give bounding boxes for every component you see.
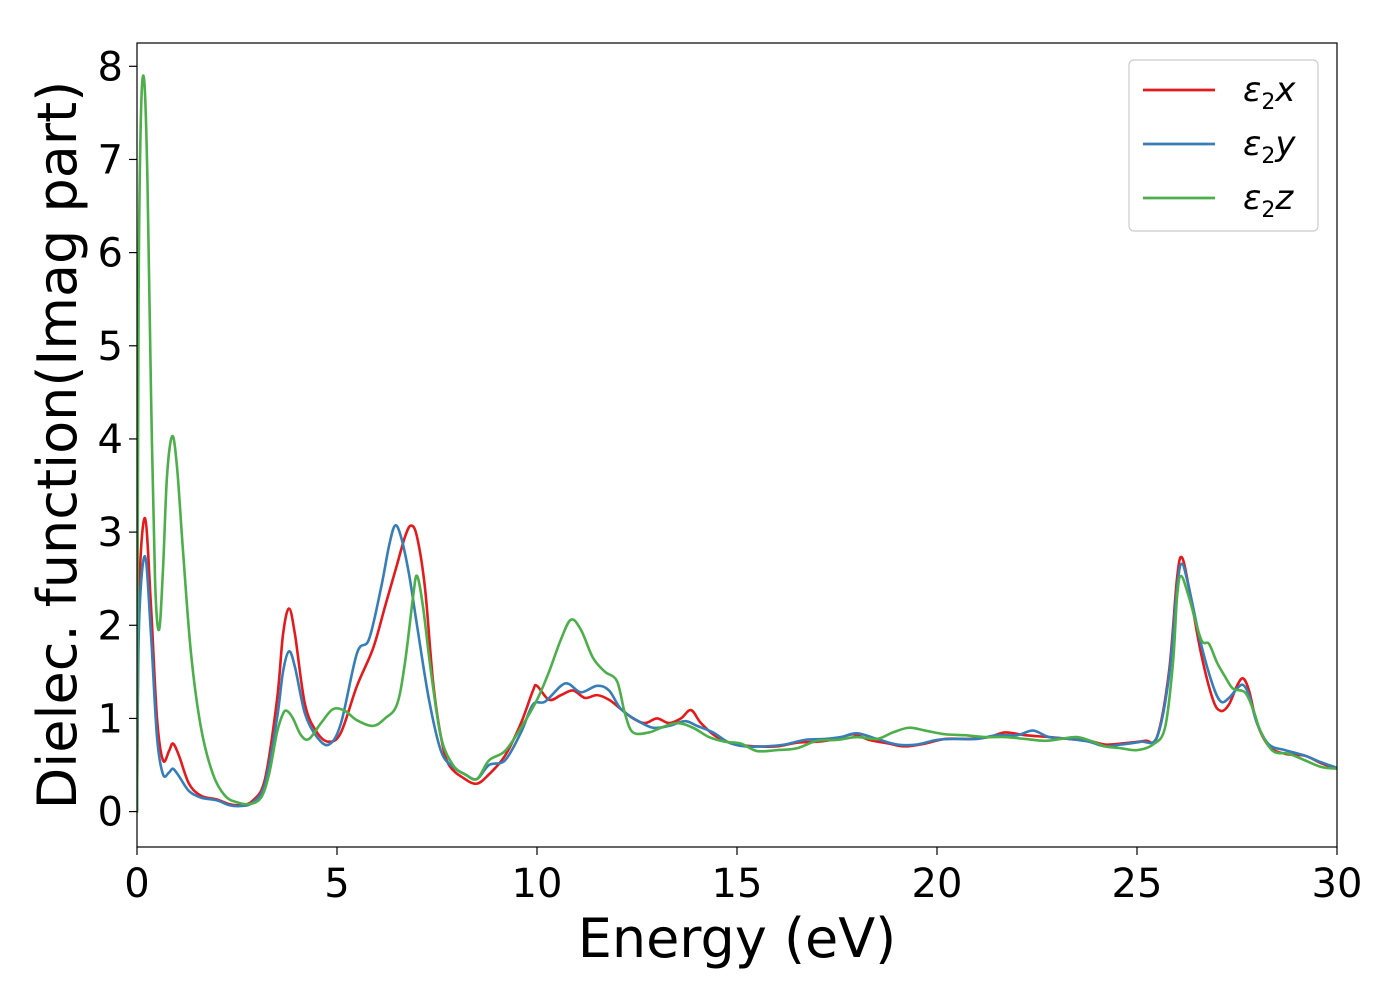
- x-tick-label: 5: [324, 861, 349, 907]
- y-tick-label: 0: [98, 790, 123, 836]
- x-tick-label: 30: [1312, 861, 1363, 907]
- y-tick-label: 5: [98, 324, 123, 370]
- x-tick-label: 20: [912, 861, 963, 907]
- y-tick-label: 6: [98, 231, 123, 277]
- x-tick-label: 0: [124, 861, 149, 907]
- x-tick-label: 25: [1112, 861, 1163, 907]
- series-layer: [137, 74, 1337, 813]
- series-line-3: [137, 74, 1337, 813]
- x-axis: 0 5 10 15 20 25 30: [124, 847, 1362, 907]
- legend-label-3: ε2z: [1243, 178, 1294, 223]
- x-tick-label: 10: [512, 861, 563, 907]
- x-axis-title: Energy (eV): [578, 907, 897, 970]
- x-tick-label: 15: [712, 861, 763, 907]
- series-line-2: [137, 523, 1337, 813]
- legend-label-2: ε2y: [1243, 124, 1296, 169]
- legend-label-1: ε2x: [1243, 70, 1296, 115]
- y-tick-label: 2: [98, 603, 123, 649]
- y-tick-label: 3: [98, 510, 123, 556]
- y-axis: 0 1 2 3 4 5 6 7 8: [98, 44, 137, 836]
- legend-box: [1128, 59, 1319, 232]
- y-tick-label: 8: [98, 44, 123, 90]
- y-tick-label: 4: [98, 417, 123, 463]
- legend: ε2x ε2y ε2z: [1128, 59, 1319, 232]
- y-tick-label: 1: [98, 696, 123, 742]
- y-axis-title: Dielec. function(Imag part): [26, 81, 89, 810]
- y-tick-label: 7: [98, 137, 123, 183]
